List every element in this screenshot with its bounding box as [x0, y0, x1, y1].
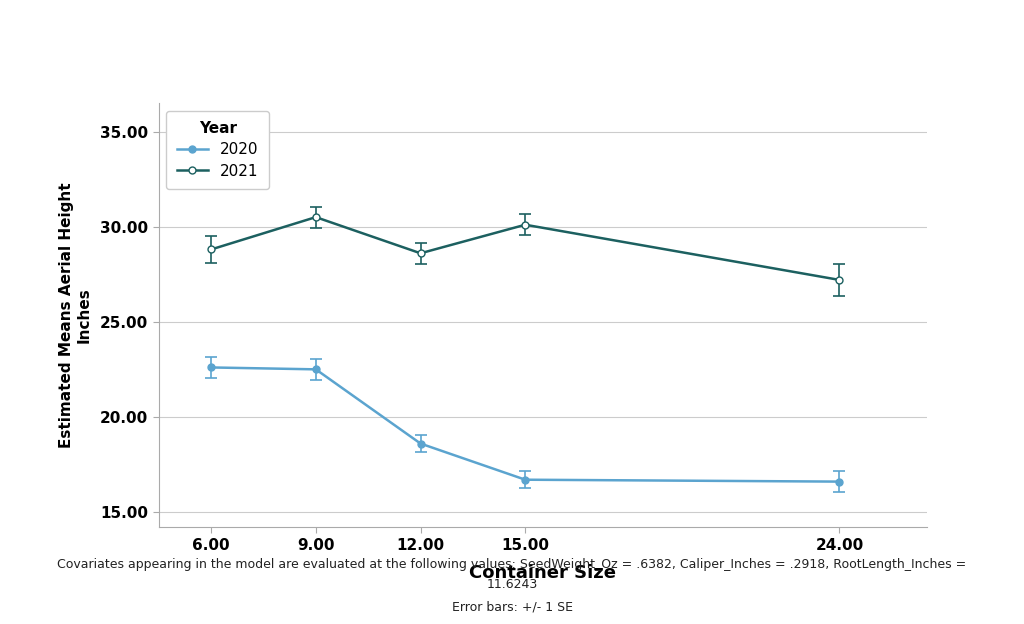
Text: Error bars: +/- 1 SE: Error bars: +/- 1 SE: [452, 601, 572, 613]
Legend: 2020, 2021: 2020, 2021: [166, 110, 269, 189]
Text: Covariates appearing in the model are evaluated at the following values: SeedWei: Covariates appearing in the model are ev…: [57, 558, 967, 571]
Y-axis label: Estimated Means Aerial Height
Inches: Estimated Means Aerial Height Inches: [59, 182, 92, 448]
Text: 11.6243: 11.6243: [486, 578, 538, 591]
X-axis label: Container Size: Container Size: [469, 564, 616, 582]
